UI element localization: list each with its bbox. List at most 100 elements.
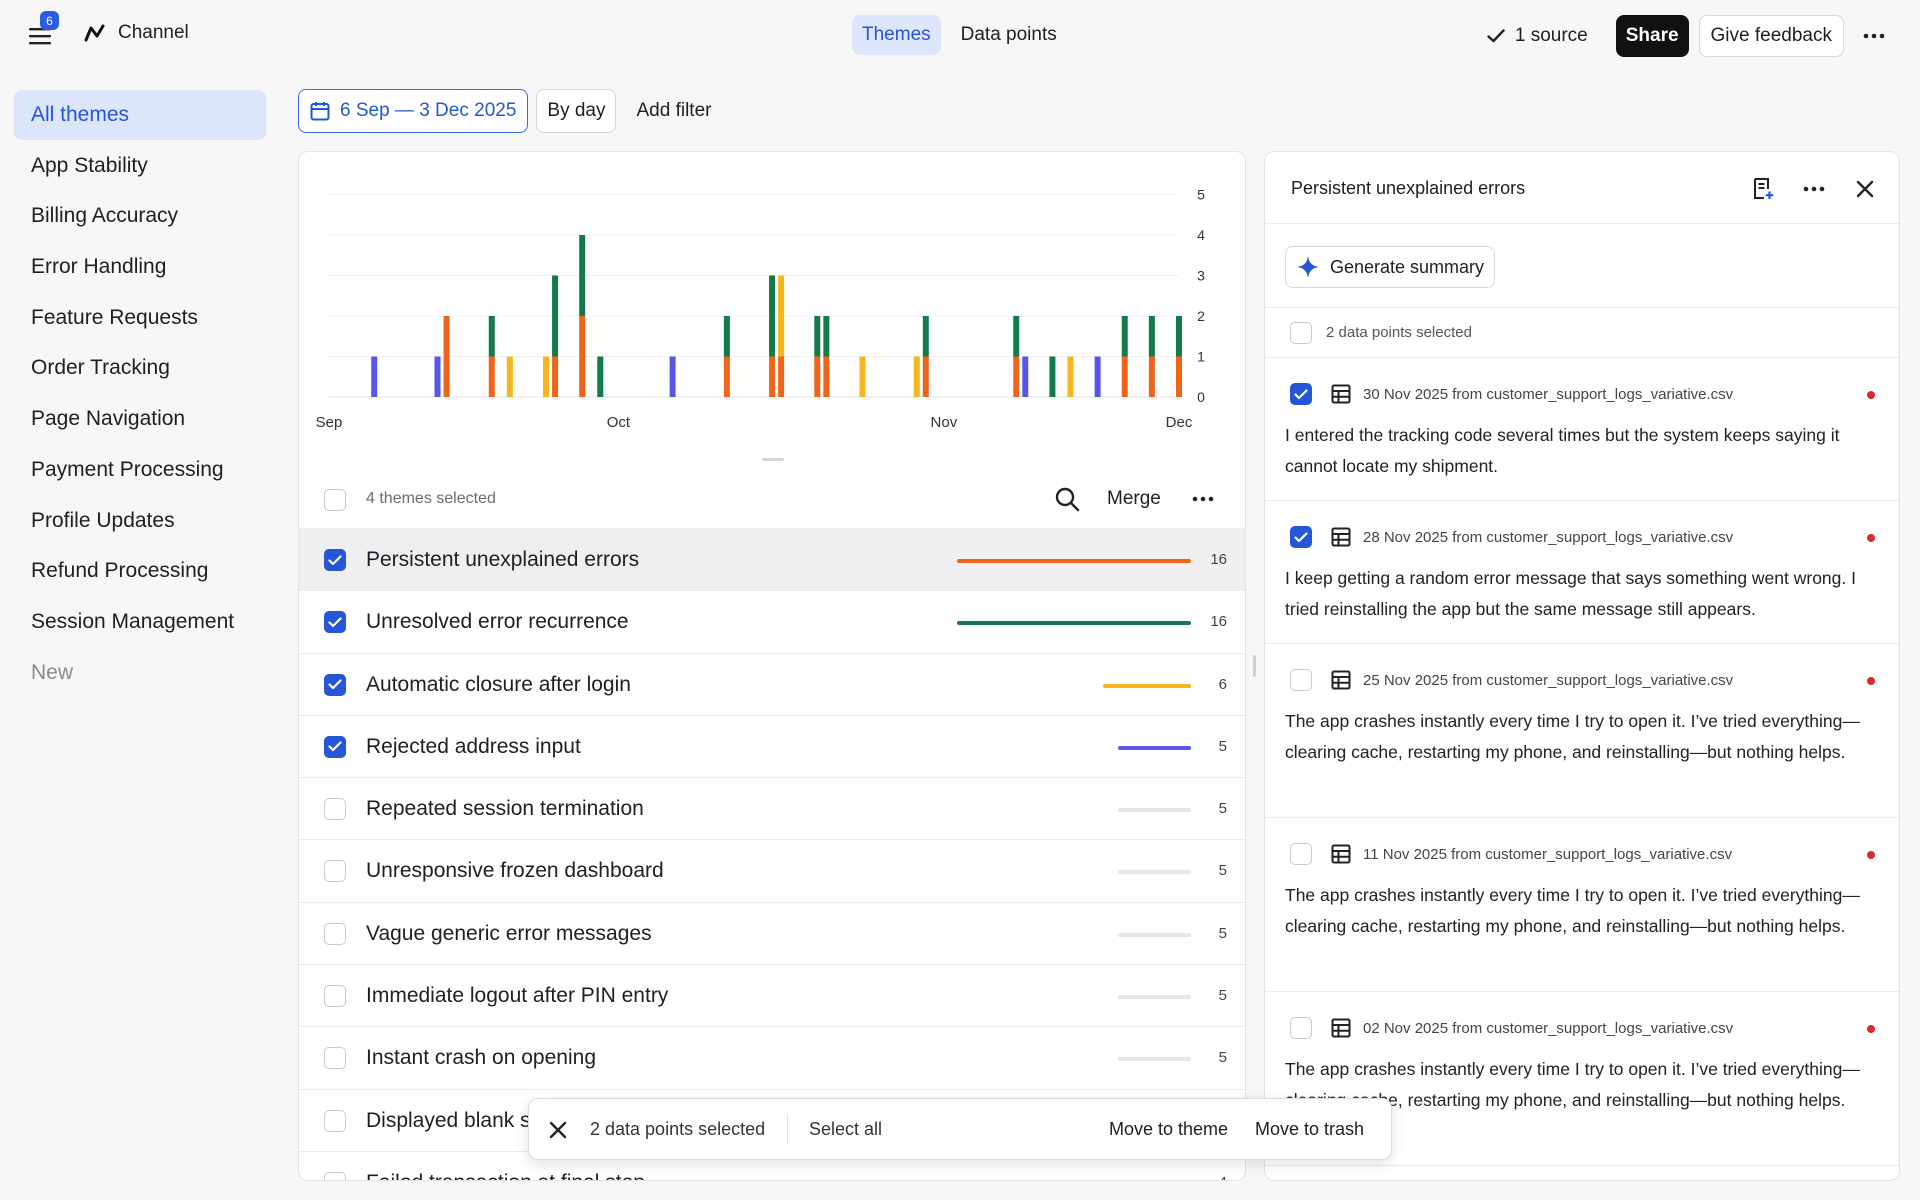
date-range-label: 6 Sep — 3 Dec 2025 bbox=[340, 100, 517, 121]
add-note-icon[interactable] bbox=[1748, 174, 1778, 204]
sidebar-item-all-themes[interactable]: All themes bbox=[14, 90, 266, 140]
clear-selection-icon[interactable] bbox=[545, 1117, 571, 1143]
chart-bar bbox=[669, 356, 676, 397]
data-point-checkbox[interactable] bbox=[1290, 669, 1312, 691]
brand[interactable]: Channel bbox=[84, 22, 189, 44]
theme-row[interactable]: Instant crash on opening 5 bbox=[299, 1026, 1245, 1088]
select-all-checkbox[interactable] bbox=[324, 489, 346, 511]
generate-summary-button[interactable]: Generate summary bbox=[1285, 246, 1496, 288]
theme-name: Unresolved error recurrence bbox=[366, 610, 629, 634]
share-button[interactable]: Share bbox=[1615, 15, 1689, 57]
sidebar-item-session-management[interactable]: Session Management bbox=[31, 609, 235, 633]
data-point-checkbox[interactable] bbox=[1290, 526, 1312, 548]
theme-row[interactable]: Vague generic error messages 5 bbox=[299, 901, 1245, 964]
theme-row[interactable]: Persistent unexplained errors 16 bbox=[299, 528, 1245, 591]
theme-volume-bar bbox=[957, 621, 1191, 626]
tab-data-points[interactable]: Data points bbox=[960, 24, 1057, 45]
y-tick-label: 3 bbox=[1197, 268, 1205, 284]
theme-checkbox[interactable] bbox=[324, 860, 346, 883]
sidebar-item-app-stability[interactable]: App Stability bbox=[31, 153, 148, 177]
chart-bar bbox=[579, 316, 586, 397]
granularity-button[interactable]: By day bbox=[536, 89, 617, 133]
sidebar-item-profile-updates[interactable]: Profile Updates bbox=[31, 508, 175, 532]
chart-bar bbox=[922, 316, 929, 357]
theme-checkbox[interactable] bbox=[324, 1047, 346, 1070]
theme-count: 6 bbox=[1218, 675, 1227, 693]
theme-checkbox[interactable] bbox=[324, 735, 346, 758]
notification-badge: 6 bbox=[40, 11, 59, 30]
data-point-source: 11 Nov 2025 from customer_support_logs_v… bbox=[1363, 845, 1733, 863]
data-point-entry[interactable]: 02 Nov 2025 from customer_support_logs_v… bbox=[1265, 992, 1899, 1166]
sidebar-item-new[interactable]: New bbox=[31, 660, 74, 684]
theme-row[interactable]: Immediate logout after PIN entry 5 bbox=[299, 964, 1245, 1026]
theme-count: 5 bbox=[1218, 1049, 1227, 1067]
select-all-button[interactable]: Select all bbox=[809, 1119, 883, 1139]
data-point-entry[interactable]: 25 Nov 2025 from customer_support_logs_v… bbox=[1265, 644, 1899, 818]
data-point-meta: 30 Nov 2025 from customer_support_logs_v… bbox=[1331, 384, 1733, 404]
resize-handle[interactable] bbox=[762, 458, 784, 461]
data-point-checkbox[interactable] bbox=[1290, 1017, 1312, 1039]
y-tick-label: 0 bbox=[1197, 389, 1205, 405]
close-icon[interactable] bbox=[1850, 174, 1880, 204]
add-filter-button[interactable]: Add filter bbox=[636, 100, 712, 121]
themes-selected-count: 4 themes selected bbox=[366, 490, 496, 507]
select-all-data-points-checkbox[interactable] bbox=[1290, 322, 1312, 344]
panel-scrollbar[interactable] bbox=[1253, 655, 1256, 677]
theme-checkbox[interactable] bbox=[324, 1171, 346, 1180]
theme-row[interactable]: Rejected address input 5 bbox=[299, 714, 1245, 777]
theme-row[interactable]: Displayed blank s bbox=[299, 1088, 1245, 1151]
theme-checkbox[interactable] bbox=[324, 673, 346, 696]
data-points-selected-count: 2 data points selected bbox=[1326, 324, 1472, 341]
date-range-button[interactable]: 6 Sep — 3 Dec 2025 bbox=[298, 89, 529, 133]
theme-row[interactable]: Unresolved error recurrence 16 bbox=[299, 590, 1245, 652]
sidebar-item-order-tracking[interactable]: Order Tracking bbox=[31, 356, 170, 380]
sidebar-item-page-navigation[interactable]: Page Navigation bbox=[31, 407, 186, 431]
give-feedback-button[interactable]: Give feedback bbox=[1698, 15, 1844, 57]
theme-checkbox[interactable] bbox=[324, 611, 346, 634]
chart-bar bbox=[579, 235, 586, 316]
merge-button[interactable]: Merge bbox=[1107, 488, 1161, 509]
tab-themes[interactable]: Themes bbox=[852, 15, 941, 55]
sidebar-item-payment-processing[interactable]: Payment Processing bbox=[31, 457, 224, 481]
theme-checkbox[interactable] bbox=[324, 798, 346, 821]
theme-checkbox[interactable] bbox=[324, 922, 346, 945]
table-icon bbox=[1331, 527, 1351, 547]
checkmark-icon bbox=[1294, 388, 1308, 399]
data-point-checkbox[interactable] bbox=[1290, 843, 1312, 865]
action-bar-selected-count: 2 data points selected bbox=[590, 1119, 766, 1139]
data-point-checkbox[interactable] bbox=[1290, 383, 1312, 405]
source-button[interactable]: 1 source bbox=[1475, 16, 1600, 56]
move-to-trash-button[interactable]: Move to trash bbox=[1255, 1119, 1365, 1139]
sidebar-item-refund-processing[interactable]: Refund Processing bbox=[31, 559, 209, 583]
theme-row[interactable]: Unresponsive frozen dashboard 5 bbox=[299, 839, 1245, 901]
list-more-icon[interactable] bbox=[1192, 482, 1214, 508]
chart-bar bbox=[913, 356, 920, 397]
search-icon[interactable] bbox=[1054, 486, 1082, 514]
data-point-source: 30 Nov 2025 from customer_support_logs_v… bbox=[1363, 385, 1734, 403]
theme-volume-bar bbox=[1103, 683, 1191, 688]
data-point-entry[interactable]: 11 Nov 2025 from customer_support_logs_v… bbox=[1265, 818, 1899, 992]
move-to-theme-button[interactable]: Move to theme bbox=[1109, 1119, 1229, 1139]
theme-row[interactable]: Repeated session termination 5 bbox=[299, 777, 1245, 839]
theme-checkbox[interactable] bbox=[324, 985, 346, 1008]
chart-bar bbox=[814, 316, 821, 357]
theme-checkbox[interactable] bbox=[324, 549, 346, 571]
chart-bar bbox=[1121, 356, 1128, 397]
theme-row[interactable]: Automatic closure after login 6 bbox=[299, 652, 1245, 715]
data-point-entry[interactable]: 30 Nov 2025 from customer_support_logs_v… bbox=[1265, 358, 1899, 501]
theme-volume-bar bbox=[1118, 1057, 1191, 1062]
chart-bar bbox=[769, 275, 776, 357]
theme-name: Failed transaction at final step bbox=[366, 1171, 645, 1180]
more-options-icon[interactable] bbox=[1854, 16, 1894, 56]
data-point-entry[interactable]: 28 Nov 2025 from customer_support_logs_v… bbox=[1265, 501, 1899, 644]
sidebar-item-feature-requests[interactable]: Feature Requests bbox=[31, 305, 198, 329]
theme-sidebar: All themes App Stability Billing Accurac… bbox=[14, 90, 266, 698]
chart-bar bbox=[488, 356, 495, 397]
sidebar-item-billing-accuracy[interactable]: Billing Accuracy bbox=[31, 204, 179, 228]
detail-more-icon[interactable] bbox=[1799, 174, 1829, 204]
sidebar-item-error-handling[interactable]: Error Handling bbox=[31, 255, 167, 279]
theme-name: Persistent unexplained errors bbox=[366, 548, 640, 571]
theme-checkbox[interactable] bbox=[324, 1109, 346, 1132]
checkmark-icon bbox=[328, 741, 342, 752]
chart-bar bbox=[823, 316, 830, 357]
